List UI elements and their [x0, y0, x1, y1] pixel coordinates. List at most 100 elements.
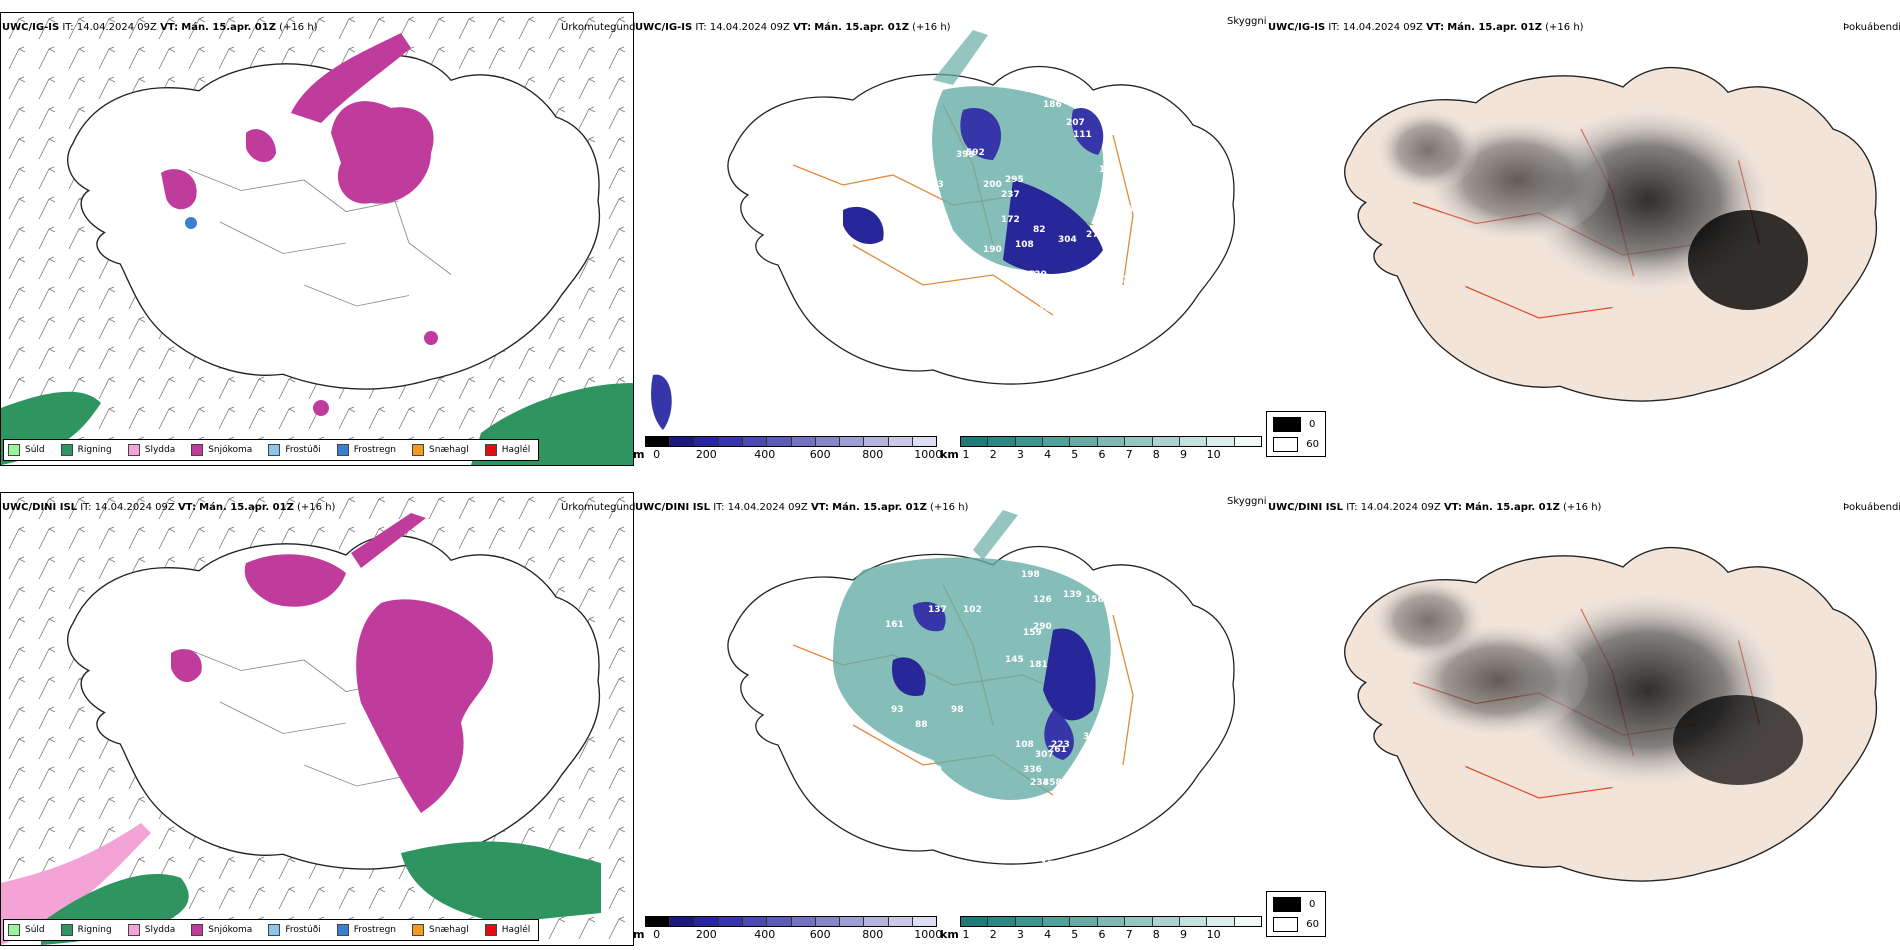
legend-label: Haglél [501, 445, 531, 455]
header-vis-2: UWC/DINI ISL IT: 14.04.2024 09Z VT: Mán.… [635, 502, 968, 513]
cbar-km-1: km 1 2 3 4 5 6 7 8 9 10 [940, 436, 1262, 461]
cbar-tick: 200 [695, 448, 717, 461]
precip-type-legend-1: Súld Rigning Slydda Snjókoma Frostúði Fr… [3, 439, 540, 461]
legend-item: Súld [8, 444, 45, 456]
legend-label: Slydda [144, 445, 176, 455]
cbar-cell [815, 917, 840, 926]
precip-value-label: 207 [1066, 118, 1085, 128]
it-label: IT: [713, 502, 725, 513]
legend-item: Frostúði [268, 444, 321, 456]
cbar-cell [1207, 437, 1235, 446]
precip-value-label: 691 [1077, 772, 1096, 782]
legend-item: Snjókoma [191, 444, 252, 456]
precip-type-panel-2: Súld Rigning Slydda Snjókoma Frostúði Fr… [0, 492, 634, 946]
it-label: IT: [62, 22, 74, 33]
precip-value-label: 108 [1015, 240, 1034, 250]
header-fog-1: UWC/IG-IS IT: 14.04.2024 09Z VT: Mán. 15… [1268, 22, 1584, 33]
fog-swatch [1273, 917, 1299, 932]
lead-time: (+16 h) [297, 502, 336, 513]
cbar-cell [1070, 437, 1098, 446]
precip-value-label: 139 [1063, 590, 1082, 600]
precip-value-label: 237 [1001, 190, 1020, 200]
precip-value-label: 307 [1035, 750, 1054, 760]
lead-time: (+16 h) [1545, 22, 1584, 33]
legend-swatch [127, 444, 140, 456]
precip-value-label: 399 [956, 150, 975, 160]
precip-value-label: 156 [1085, 595, 1104, 605]
cbar-cell [912, 437, 936, 446]
legend-label: Frostúði [285, 445, 321, 455]
fog-legend-row: 0 [1273, 897, 1319, 912]
precip-value-label: 108 [1015, 740, 1034, 750]
legend-label: Rigning [77, 445, 112, 455]
cbar-cell [988, 437, 1016, 446]
cbar-cell [1125, 437, 1153, 446]
precip-value-label: 111 [1073, 130, 1092, 140]
cbar-tick: 2 [989, 448, 997, 461]
cbar-m-ticks: m 0 200 400 600 800 1000 [633, 927, 942, 941]
cbar-cell [670, 917, 695, 926]
legend-label: Frostúði [285, 925, 321, 935]
cbar-tick: 5 [1071, 448, 1079, 461]
precip-value-label: 234 [1030, 778, 1049, 788]
cbar-cell [912, 917, 936, 926]
cbar-tick: 1 [962, 448, 970, 461]
precip-value-label: 67 [1106, 765, 1119, 775]
cbar-m-cells [645, 436, 937, 447]
cbar-tick: 8 [1152, 928, 1160, 941]
legend-swatch [191, 444, 204, 456]
fog-legend-2: 0 60 [1266, 891, 1326, 937]
legend-label: Snæhagl [429, 925, 469, 935]
legend-label: Haglél [501, 925, 531, 935]
valid-time: Mán. 15.apr. 01Z [1447, 22, 1542, 33]
legend-item: Frostregn [336, 924, 396, 936]
fog-swatch [1273, 417, 1301, 432]
cbar-cell [888, 917, 913, 926]
init-time: 14.04.2024 09Z [76, 22, 157, 33]
lead-time: (+16 h) [930, 502, 969, 513]
lead-time: (+16 h) [1563, 502, 1602, 513]
cbar-km-ticks: km 1 2 3 4 5 6 7 8 9 10 [940, 447, 1262, 461]
cbar-km-cells [960, 436, 1262, 447]
cbar-cell [743, 437, 768, 446]
cbar-cell [961, 437, 989, 446]
init-time: 14.04.2024 09Z [1342, 22, 1423, 33]
precip-value-label: 342 [778, 675, 797, 685]
legend-item: Snjókoma [191, 924, 252, 936]
legend-item: Súld [8, 924, 45, 936]
fog-legend-1: 0 60 [1266, 411, 1326, 457]
precip-value-label: 347 [1083, 732, 1102, 742]
legend-label: Slydda [144, 925, 176, 935]
cbar-tick: 9 [1179, 928, 1187, 941]
model-name: UWC/IG-IS [635, 22, 693, 33]
cbar-cell [988, 917, 1016, 926]
valid-time: Mán. 15.apr. 01Z [1465, 502, 1560, 513]
legend-item: Snæhagl [412, 444, 469, 456]
legend-swatch [60, 444, 73, 456]
cbar-cell [1015, 437, 1044, 446]
cbar-tick: 10 [1206, 448, 1221, 461]
precip-value-label: 145 [1005, 655, 1024, 665]
cbar-cell [1070, 917, 1098, 926]
cbar-unit: m [633, 928, 645, 941]
cbar-tick: 4 [1044, 448, 1052, 461]
precip-value-label: 107 [877, 130, 896, 140]
precip-value-label: 200 [983, 180, 1002, 190]
cbar-cell [646, 917, 671, 926]
precip-value-label: 130 [1028, 270, 1047, 280]
legend-item: Haglél [484, 924, 531, 936]
precip-value-label: 176 [908, 155, 927, 165]
precip-value-label: 80 [1083, 275, 1096, 285]
panel-title-fog-2: Þokuábendi [1843, 502, 1900, 513]
legend-item: Haglél [484, 444, 531, 456]
legend-swatch [484, 444, 497, 456]
fog-legend-label: 0 [1309, 419, 1316, 430]
precip-value-label: 358 [1043, 778, 1062, 788]
fog-swatch [1273, 897, 1301, 912]
visibility-panel-1: 242 252 144 186 207 159 111 107 77 176 592 399 243 29… [633, 30, 1268, 464]
precip-value-label: 186 [1043, 100, 1062, 110]
cbar-cell [718, 437, 743, 446]
precip-type-map-2 [1, 493, 633, 945]
precip-type-map-1 [1, 13, 633, 465]
vt-label: VT: [1426, 22, 1445, 33]
